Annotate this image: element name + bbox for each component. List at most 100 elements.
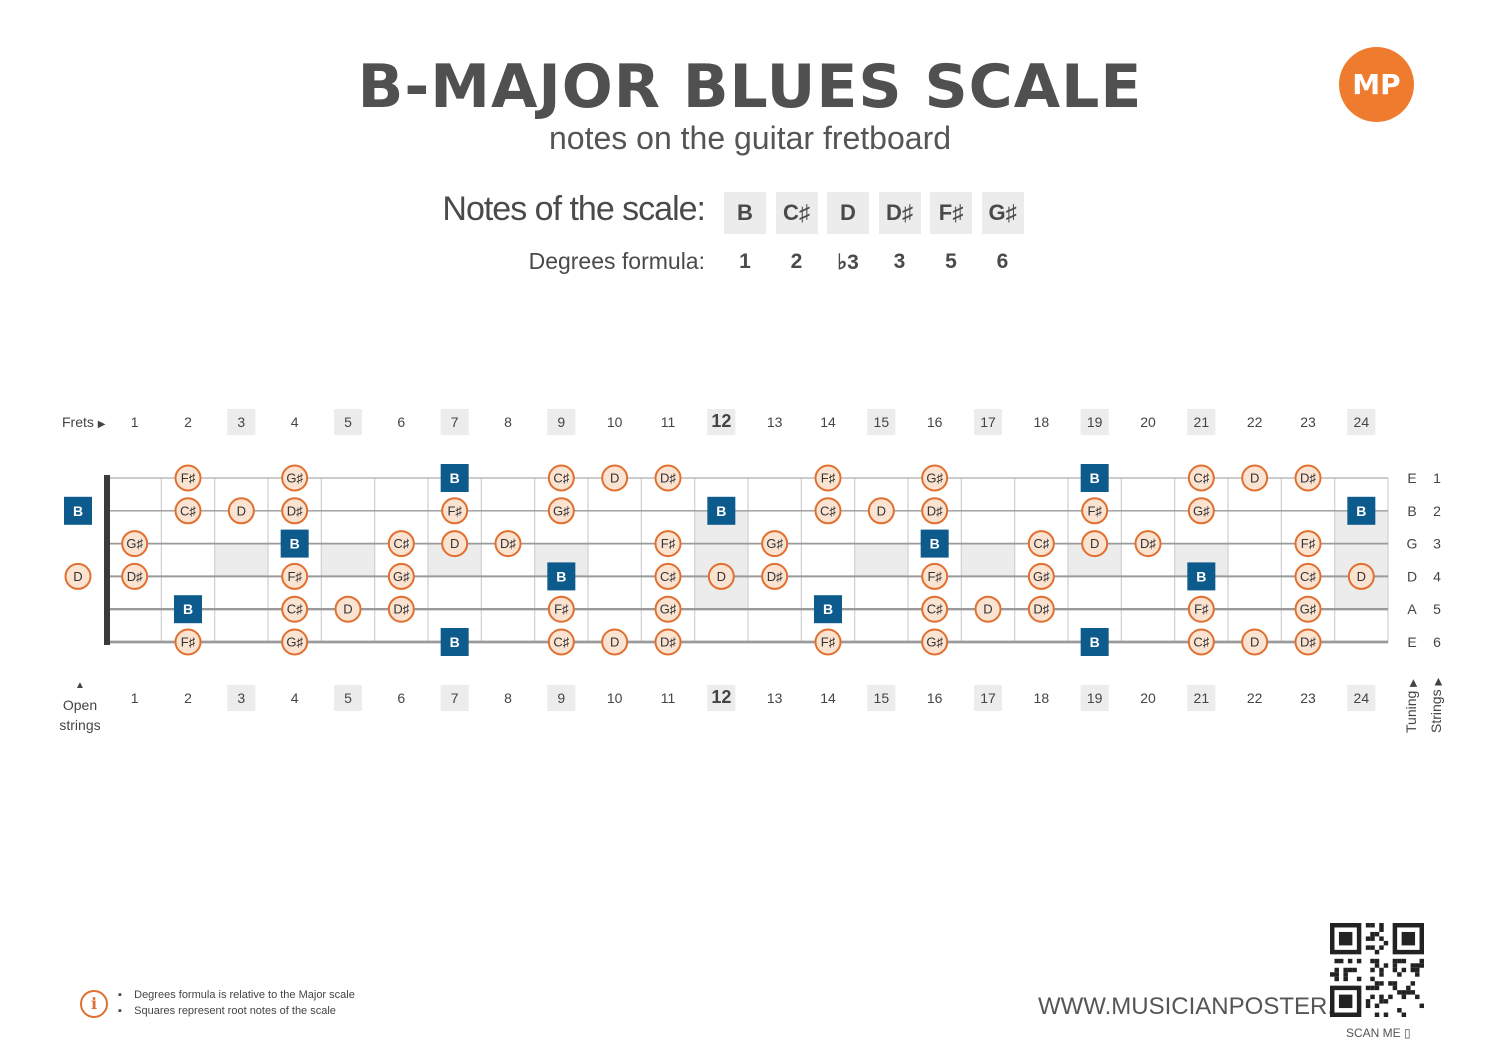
fret-note-label: F♯ [1194,602,1208,617]
fret-note [387,595,415,623]
fret-number-top: 18 [1034,414,1050,430]
fret-number-bottom: 8 [504,690,512,706]
fret-note-label: D [717,569,726,584]
fret-note-label: D♯ [393,602,409,617]
tuning-note: D [1407,568,1417,584]
frets-label: Frets ▶ [62,414,106,430]
fret-number-top: 9 [557,414,565,430]
brand-logo[interactable]: MP [1339,47,1414,122]
fret-note-root [174,595,202,624]
fret-note-label: D♯ [660,635,676,650]
fret-number-bottom: 18 [1034,690,1050,706]
fret-number-highlight [1080,409,1109,435]
fret-number-bottom: 22 [1247,690,1263,706]
tuning-note: B [1407,503,1416,519]
fret-note [654,464,682,492]
fret-note [121,530,149,558]
fret-note-label: C♯ [287,602,303,617]
fret-note [387,562,415,590]
fret-note [921,628,949,656]
tuning-note: E [1407,634,1416,650]
fret-note-label: G♯ [286,635,303,650]
fret-number-top: 5 [344,414,352,430]
fret-number-bottom: 6 [397,690,405,706]
fret-number-top: 3 [237,414,245,430]
fret-number-highlight [867,685,896,711]
fret-number-bottom: 9 [557,690,565,706]
page-subtitle: notes on the guitar fretboard [548,120,952,156]
fret-note-label: C♯ [393,536,409,551]
strings-label: Strings ▶ [1428,677,1444,733]
scale-degree: 3 [893,250,906,273]
fret-note-label: C♯ [553,471,569,486]
fret-note-label: F♯ [554,602,568,617]
fret-note [707,562,735,590]
fret-note-label: G♯ [286,471,303,486]
fret-number-top: 11 [661,414,676,430]
fret-note-label: G♯ [393,569,410,584]
fret-note-label: B [716,503,726,519]
fret-number-top: 17 [980,414,996,430]
fret-note-label: C♯ [1033,536,1049,551]
tuning-note: E [1407,470,1416,486]
fret-note [921,464,949,492]
scale-note: C♯ [775,192,818,234]
fret-number-bottom: 16 [927,690,943,706]
scale-note: F♯ [930,192,972,234]
fret-note [174,464,202,492]
fret-number-bottom: 5 [344,690,352,706]
tuning-note: G [1407,536,1418,552]
fret-note-label: D [1357,569,1366,584]
fret-note-label: C♯ [927,602,943,617]
fret-note-label: B [290,536,300,552]
fret-note-label: B [450,470,460,486]
qr-code-icon[interactable] [1330,923,1424,1017]
fret-note-label: B [1090,470,1100,486]
fret-note-label: C♯ [553,635,569,650]
fret-note-label: D♯ [1300,635,1316,650]
string-number: 3 [1433,536,1441,552]
fret-note [547,464,575,492]
fret-note-label: D♯ [1140,536,1156,551]
fret-note [654,530,682,558]
fret-note-label: D♯ [660,471,676,486]
fret-note [1187,628,1215,656]
fret-number-highlight [334,409,362,435]
fret-note [1187,464,1215,492]
fret-note-label: D♯ [767,569,783,584]
fret-number-top: 19 [1087,414,1103,430]
string-number: 1 [1433,470,1441,486]
fret-marker-shade [961,543,1015,577]
fret-note-label: G♯ [926,635,943,650]
fret-note-label: G♯ [553,503,570,518]
fret-number-top: 22 [1247,414,1263,430]
string-number: 6 [1433,634,1441,650]
fret-number-top: 2 [184,414,192,430]
tuning-note: A [1407,601,1417,617]
fret-note-label: C♯ [1300,569,1316,584]
fret-note-root [1080,464,1109,492]
fret-number-top: 13 [767,414,783,430]
fret-note [921,595,949,623]
legend-degrees: ▪ Degrees formula is relative to the Maj… [118,989,355,1001]
page-title: B-MAJOR BLUES SCALE [357,52,1143,122]
fret-note-label: D♯ [500,536,516,551]
fret-number-top: 1 [131,414,139,430]
fret-note [654,562,682,590]
fret-note [654,628,682,656]
fret-number-highlight [1347,685,1376,711]
fret-number-top: 14 [820,414,836,430]
open-string-note-label: B [73,503,83,519]
fret-note-label: C♯ [180,503,196,518]
fret-note-label: B [450,634,460,650]
fret-note-label: G♯ [1033,569,1050,584]
string-number: 4 [1433,568,1441,584]
fret-note [601,464,629,492]
fret-number-highlight [547,685,576,711]
fret-number-top: 21 [1194,414,1210,430]
scale-note: B [724,192,766,234]
fret-number-top: 23 [1300,414,1316,430]
fret-note [174,628,202,656]
fret-note-label: B [823,601,833,617]
fret-note [281,464,309,492]
